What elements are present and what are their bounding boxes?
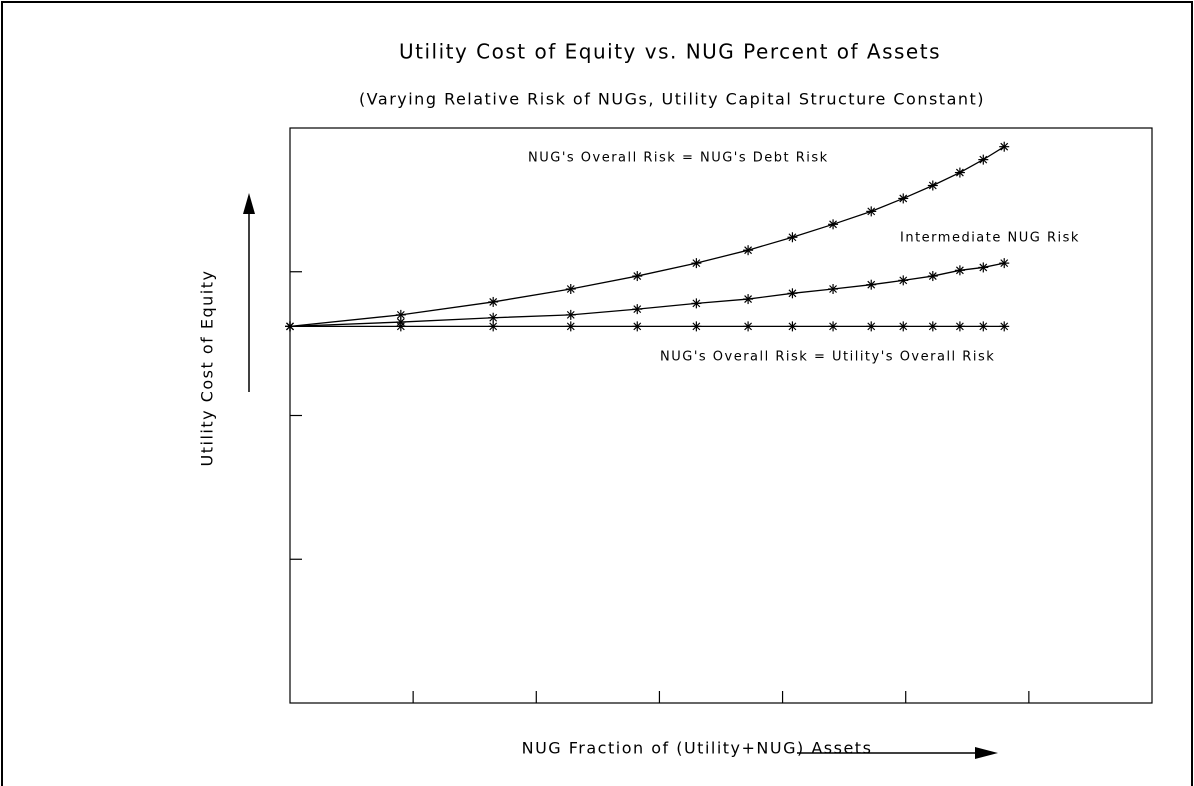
marker (632, 321, 643, 332)
marker (927, 321, 938, 332)
marker-stroke (899, 276, 908, 285)
marker (632, 304, 643, 315)
marker (565, 284, 576, 294)
marker (743, 321, 754, 332)
marker-stroke (489, 322, 498, 331)
marker-stroke (744, 322, 753, 331)
marker-stroke (928, 322, 937, 331)
marker (743, 294, 754, 305)
marker (898, 193, 909, 204)
marker-stroke (489, 298, 498, 306)
marker (954, 265, 965, 276)
marker-stroke (566, 285, 575, 293)
marker-stroke (829, 285, 837, 293)
marker-stroke (633, 272, 642, 280)
marker (787, 321, 798, 332)
marker-stroke (692, 299, 701, 308)
marker-stroke (955, 168, 964, 177)
marker-stroke (396, 322, 405, 331)
marker-stroke (829, 322, 837, 331)
marker-stroke (566, 310, 575, 319)
marker (999, 141, 1010, 152)
y-axis-label: Utility Cost of Equity (198, 270, 217, 467)
chart-subtitle: (Varying Relative Risk of NUGs, Utility … (359, 90, 985, 109)
marker-stroke (633, 322, 642, 331)
marker-stroke (829, 220, 837, 229)
marker-stroke (788, 233, 797, 242)
marker (743, 245, 754, 256)
marker-stroke (955, 266, 964, 275)
marker (954, 167, 965, 178)
marker-stroke (788, 322, 797, 331)
series-label: NUG's Overall Risk = Utility's Overall R… (660, 350, 995, 365)
series-label: NUG's Overall Risk = NUG's Debt Risk (528, 151, 829, 166)
series-line (289, 146, 1005, 328)
series-label: Intermediate NUG Risk (900, 231, 1080, 246)
marker (565, 309, 576, 320)
marker (691, 321, 702, 332)
marker-stroke (566, 322, 575, 331)
x-arrow (797, 747, 998, 759)
marker (828, 219, 839, 230)
marker (898, 275, 909, 286)
marker-stroke (286, 322, 294, 331)
marker (632, 271, 643, 282)
marker (691, 298, 702, 309)
marker (978, 262, 989, 273)
marker (787, 288, 798, 299)
marker (927, 180, 938, 191)
marker (488, 312, 499, 323)
marker-stroke (1000, 259, 1009, 268)
marker-stroke (1000, 142, 1009, 151)
plot-frame (289, 127, 1153, 704)
marker (395, 321, 406, 332)
marker (954, 321, 965, 332)
marker-stroke (396, 310, 405, 319)
marker (866, 206, 877, 217)
marker-stroke (899, 322, 908, 331)
marker-stroke (899, 194, 908, 203)
marker (866, 321, 877, 332)
marker-stroke (928, 272, 937, 280)
marker-stroke (928, 181, 937, 190)
marker (999, 321, 1010, 332)
marker (978, 321, 989, 332)
marker (999, 258, 1010, 269)
series-line (289, 262, 1005, 328)
marker-stroke (979, 263, 988, 272)
x-axis-label: NUG Fraction of (Utility+NUG) Assets (522, 739, 873, 758)
marker-stroke (867, 207, 876, 216)
marker (488, 321, 499, 332)
marker (787, 232, 798, 243)
marker (978, 154, 989, 165)
marker-stroke (633, 305, 642, 314)
marker (866, 279, 877, 290)
marker (285, 321, 295, 332)
marker-stroke (744, 246, 753, 255)
marker-stroke (489, 313, 498, 322)
marker-stroke (788, 289, 797, 298)
marker-stroke (867, 322, 876, 331)
marker (898, 321, 909, 332)
marker (691, 258, 702, 269)
marker-stroke (692, 322, 701, 331)
marker-stroke (1000, 322, 1009, 331)
marker-stroke (744, 295, 753, 303)
marker-stroke (979, 322, 988, 331)
marker-stroke (979, 155, 988, 164)
marker (488, 296, 499, 307)
marker (828, 284, 839, 294)
marker-stroke (867, 280, 876, 289)
marker (828, 321, 839, 332)
marker-stroke (692, 259, 701, 268)
marker-stroke (955, 322, 964, 331)
y-arrow (243, 193, 255, 392)
chart-title: Utility Cost of Equity vs. NUG Percent o… (399, 40, 941, 64)
marker (565, 321, 576, 332)
marker (927, 271, 938, 282)
